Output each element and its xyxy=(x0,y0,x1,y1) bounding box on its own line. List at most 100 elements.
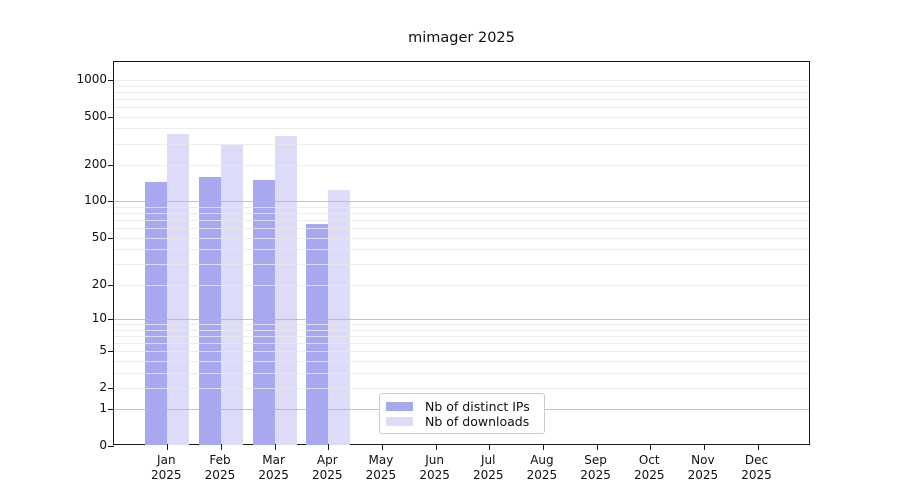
x-tick-mark xyxy=(220,444,222,450)
year-label: 2025 xyxy=(311,468,343,482)
minor-gridline xyxy=(114,387,809,389)
year-label: 2025 xyxy=(472,468,504,482)
month-label: Jan xyxy=(157,453,176,467)
bar-distinct-ips-jan xyxy=(145,181,168,445)
minor-gridline xyxy=(114,342,809,344)
legend-item: Nb of distinct IPs xyxy=(386,399,536,414)
y-tick-mark xyxy=(108,201,114,203)
major-gridline xyxy=(114,201,809,203)
plot-area xyxy=(108,61,810,450)
y-tick-mark xyxy=(108,446,114,447)
y-tick-mark xyxy=(108,79,114,81)
minor-gridline xyxy=(114,91,809,93)
x-tick-label: Apr 2025 xyxy=(297,453,357,483)
minor-gridline xyxy=(114,165,809,166)
minor-gridline xyxy=(114,116,809,118)
y-tick-mark xyxy=(108,318,114,320)
y-tick-label: 20 xyxy=(91,276,107,291)
minor-gridline xyxy=(114,329,809,331)
x-tick-mark xyxy=(757,444,759,450)
chart-title: mimager 2025 xyxy=(408,30,515,46)
minor-gridline xyxy=(114,206,809,208)
legend-item: Nb of downloads xyxy=(386,414,536,429)
month-label: Sep xyxy=(584,453,607,467)
minor-gridline xyxy=(114,264,809,266)
minor-gridline xyxy=(114,351,809,353)
month-label: Apr xyxy=(316,453,338,467)
bar-distinct-ips-apr xyxy=(306,224,329,445)
y-tick-mark xyxy=(108,165,114,166)
minor-gridline xyxy=(114,128,809,130)
legend-label: Nb of downloads xyxy=(425,414,530,429)
y-tick-label: 10 xyxy=(91,310,107,325)
y-tick-label: 0 xyxy=(99,438,107,452)
x-tick-label: Nov 2025 xyxy=(673,453,733,483)
y-tick-mark xyxy=(108,237,114,239)
major-gridline xyxy=(114,318,809,320)
x-tick-mark xyxy=(650,444,652,450)
minor-gridline xyxy=(114,372,809,374)
x-tick-label: Aug 2025 xyxy=(512,453,572,483)
x-tick-label: May 2025 xyxy=(351,453,411,483)
minor-gridline xyxy=(114,335,809,337)
minor-gridline xyxy=(114,220,809,222)
y-tick-label: 1000 xyxy=(76,71,107,86)
x-tick-mark xyxy=(489,444,491,450)
y-tick-mark xyxy=(108,116,114,118)
minor-gridline xyxy=(114,98,809,100)
year-label: 2025 xyxy=(151,468,182,482)
x-tick-label: Oct 2025 xyxy=(619,453,679,483)
minor-gridline xyxy=(114,143,809,145)
minor-gridline xyxy=(114,324,809,325)
year-label: 2025 xyxy=(741,468,772,482)
minor-gridline xyxy=(114,249,809,251)
legend-label: Nb of distinct IPs xyxy=(425,399,530,414)
minor-gridline xyxy=(114,284,809,286)
y-tick-label: 5 xyxy=(99,343,107,358)
year-label: 2025 xyxy=(258,468,289,482)
bar-downloads-jan xyxy=(167,133,190,445)
y-tick-mark xyxy=(108,387,114,389)
x-tick-label: Jan 2025 xyxy=(136,453,196,483)
y-tick-label: 200 xyxy=(84,157,107,171)
minor-gridline xyxy=(114,106,809,108)
x-tick-mark xyxy=(542,444,544,450)
month-label: May xyxy=(368,453,394,467)
month-label: Aug xyxy=(530,453,554,467)
x-tick-mark xyxy=(703,444,705,450)
y-tick-label: 1 xyxy=(99,401,107,416)
minor-gridline xyxy=(114,237,809,239)
x-tick-mark xyxy=(167,444,169,450)
year-label: 2025 xyxy=(419,468,450,482)
legend-swatch-icon xyxy=(386,417,413,426)
x-tick-label: Mar 2025 xyxy=(244,453,304,483)
x-tick-label: Sep 2025 xyxy=(566,453,626,483)
month-label: Nov xyxy=(691,453,715,467)
month-label: Mar xyxy=(262,453,285,467)
bar-distinct-ips-mar xyxy=(252,180,275,445)
x-tick-mark xyxy=(596,444,598,450)
bar-downloads-feb xyxy=(220,145,243,445)
y-tick-mark xyxy=(108,284,114,286)
x-tick-label: Jul 2025 xyxy=(458,453,518,483)
bar-downloads-apr xyxy=(328,189,351,445)
x-tick-label: Feb 2025 xyxy=(190,453,250,483)
minor-gridline xyxy=(114,213,809,215)
year-label: 2025 xyxy=(580,468,611,482)
legend: Nb of distinct IPs Nb of downloads xyxy=(379,393,545,434)
y-tick-mark xyxy=(108,351,114,353)
x-tick-mark xyxy=(435,444,437,450)
y-tick-mark xyxy=(108,409,114,411)
minor-gridline xyxy=(114,85,809,87)
minor-gridline xyxy=(114,228,809,230)
year-label: 2025 xyxy=(204,468,236,482)
year-label: 2025 xyxy=(633,468,665,482)
x-tick-label: Dec 2025 xyxy=(727,453,787,483)
minor-gridline xyxy=(114,79,809,81)
legend-swatch-icon xyxy=(386,402,413,411)
year-label: 2025 xyxy=(365,468,397,482)
year-label: 2025 xyxy=(687,468,719,482)
y-tick-label: 50 xyxy=(91,229,107,244)
month-label: Dec xyxy=(744,453,769,467)
